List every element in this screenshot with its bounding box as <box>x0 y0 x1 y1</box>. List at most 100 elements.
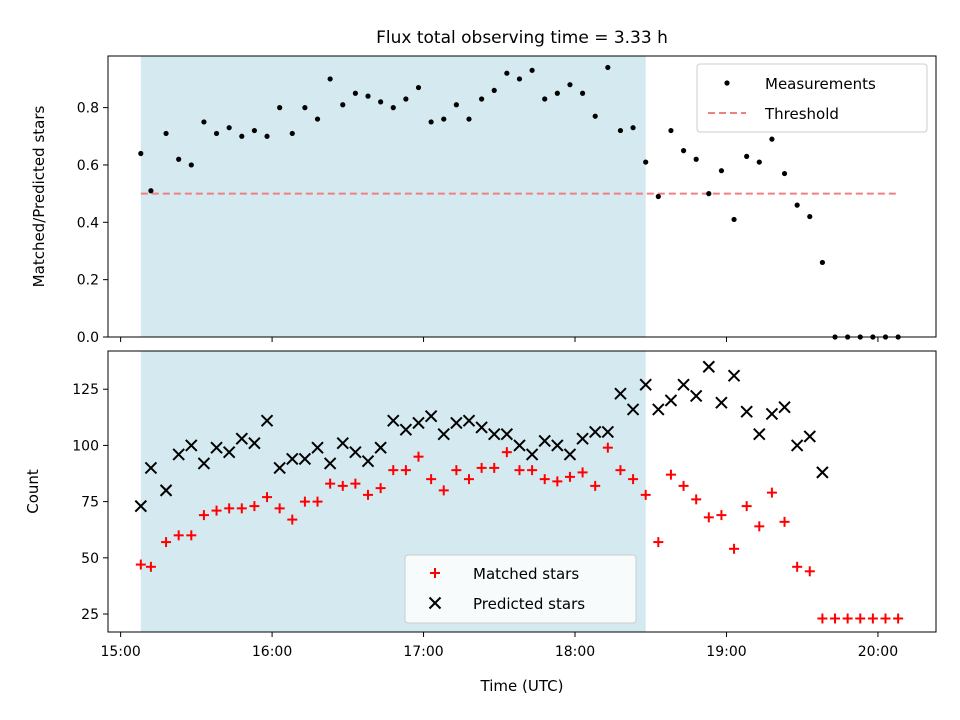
matched-star-point-50 <box>766 487 777 498</box>
predicted-star-point-29 <box>500 427 514 441</box>
xtick-label-5: 20:00 <box>858 644 898 660</box>
matched-star-point-31 <box>527 465 538 476</box>
predicted-star-point-7 <box>222 445 236 459</box>
matched-star-point-17 <box>350 478 361 489</box>
matched-star-point-44 <box>691 494 702 505</box>
top-plot-frame <box>107 55 937 338</box>
measurement-point-31 <box>529 67 535 73</box>
matched-star-point-60 <box>893 613 904 624</box>
bottom-y-axis-ticks: 25 50 75 100 125 <box>72 382 108 623</box>
bottom-legend-box <box>404 554 637 624</box>
predicted-star-point-52 <box>790 439 804 452</box>
matched-star-point-34 <box>564 471 575 482</box>
measurement-point-2 <box>163 130 169 137</box>
bottom-legend: Matched stars Predicted stars <box>404 554 637 624</box>
predicted-star-point-51 <box>778 400 791 414</box>
matched-star-point-27 <box>476 462 487 473</box>
matched-star-point-24 <box>438 485 449 496</box>
predicted-star-point-50 <box>765 407 779 421</box>
predicted-star-point-44 <box>689 389 703 403</box>
xtick-label-0: 15:00 <box>100 644 140 660</box>
measurement-point-47 <box>731 216 737 223</box>
measurement-point-22 <box>415 84 422 91</box>
matched-star-point-40 <box>640 489 651 500</box>
measurement-point-33 <box>554 90 560 96</box>
matched-star-point-41 <box>653 537 664 548</box>
bottom-x-axis-ticks: 15:00 16:00 17:00 18:00 19:00 20:00 <box>100 632 898 660</box>
predicted-star-point-3 <box>172 448 185 461</box>
matched-star-point-56 <box>842 613 853 624</box>
matched-star-point-21 <box>400 465 411 476</box>
predicted-star-point-39 <box>626 403 640 416</box>
measurement-point-21 <box>403 96 409 102</box>
predicted-star-point-37 <box>601 425 615 439</box>
predicted-star-point-9 <box>248 436 261 450</box>
measurement-point-14 <box>314 116 321 122</box>
matched-star-point-36 <box>590 480 601 491</box>
matched-star-point-42 <box>665 469 676 480</box>
matched-star-point-22 <box>413 451 424 462</box>
matched-star-point-57 <box>855 613 866 624</box>
measurement-point-34 <box>567 82 573 88</box>
matched-star-point-13 <box>299 496 310 507</box>
predicted-star-point-16 <box>336 436 349 450</box>
measurement-point-38 <box>617 127 624 134</box>
matched-star-point-58 <box>867 613 878 624</box>
bottom-plot-frame <box>107 350 937 633</box>
legend-matched-label: Matched stars <box>473 565 579 583</box>
xtick-label-2: 17:00 <box>403 644 443 660</box>
predicted-star-point-14 <box>311 441 324 454</box>
matched-star-point-23 <box>426 474 437 485</box>
predicted-star-point-38 <box>614 387 627 400</box>
predicted-star-point-8 <box>235 432 248 445</box>
matched-star-point-10 <box>262 492 273 503</box>
measurement-point-16 <box>340 102 346 108</box>
measurement-point-7 <box>226 125 232 131</box>
measurement-point-17 <box>352 90 358 96</box>
matched-star-point-20 <box>388 465 399 476</box>
top-ytick-label-3: 0.6 <box>77 158 99 174</box>
measurement-point-3 <box>176 156 182 162</box>
matched-star-point-59 <box>880 613 891 624</box>
matched-star-point-8 <box>236 503 247 514</box>
predicted-star-point-17 <box>349 445 362 459</box>
bottom-ytick-label-2: 75 <box>81 495 99 511</box>
predicted-star-point-1 <box>144 461 158 475</box>
bottom-ytick-label-1: 50 <box>81 551 99 567</box>
predicted-star-point-4 <box>185 439 198 452</box>
matched-star-point-25 <box>451 465 462 476</box>
matched-star-point-38 <box>615 465 626 476</box>
matched-star-point-2 <box>161 537 172 548</box>
measurement-point-5 <box>201 119 207 125</box>
measurement-point-49 <box>756 159 762 165</box>
measurement-point-20 <box>390 105 396 111</box>
x-axis-label: Time (UTC) <box>480 677 564 695</box>
top-ytick-label-2: 0.4 <box>77 215 99 231</box>
matched-star-point-33 <box>552 476 563 487</box>
predicted-star-point-0 <box>134 499 148 513</box>
predicted-star-point-36 <box>589 425 602 439</box>
legend-measurements-label: Measurements <box>765 75 876 93</box>
measurement-point-40 <box>643 159 649 165</box>
matched-star-point-48 <box>741 501 752 512</box>
measurement-point-8 <box>239 133 245 139</box>
measurement-point-24 <box>441 116 447 122</box>
matched-star-point-26 <box>463 474 474 485</box>
predicted-star-point-54 <box>816 466 829 479</box>
matched-star-point-39 <box>628 474 639 485</box>
matched-star-point-30 <box>514 465 525 476</box>
top-legend: Measurements Threshold <box>696 63 928 133</box>
predicted-star-point-40 <box>639 378 652 391</box>
matched-star-point-53 <box>804 566 815 577</box>
predicted-star-point-5 <box>197 457 211 470</box>
predicted-star-point-41 <box>652 403 665 416</box>
legend-predicted-label: Predicted stars <box>473 595 585 613</box>
measurement-point-26 <box>466 116 472 122</box>
measurement-point-37 <box>605 64 611 71</box>
top-y-axis-ticks: 0.0 0.2 0.4 0.6 0.8 <box>77 101 108 346</box>
predicted-star-point-35 <box>576 432 589 445</box>
measurement-point-15 <box>327 76 333 82</box>
matched-star-point-16 <box>337 480 348 491</box>
measurement-point-36 <box>592 113 598 119</box>
